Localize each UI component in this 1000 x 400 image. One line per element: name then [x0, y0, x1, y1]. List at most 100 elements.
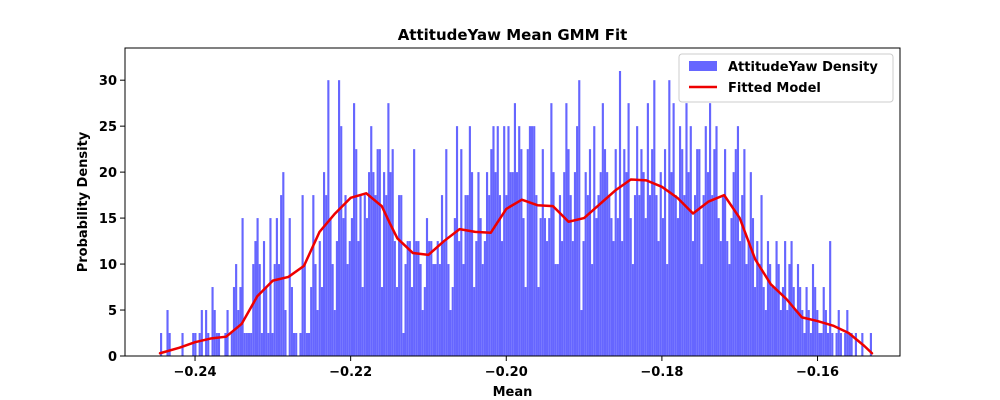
histogram-bar	[451, 287, 454, 356]
histogram-bar	[704, 126, 707, 357]
histogram-bar	[256, 218, 259, 356]
histogram-bar	[706, 172, 709, 356]
histogram-bar	[224, 333, 227, 356]
histogram-bar	[299, 333, 302, 356]
histogram-bar	[194, 333, 197, 356]
histogram-bar	[606, 172, 609, 356]
histogram-bar	[455, 126, 459, 357]
histogram-bar	[335, 241, 338, 356]
histogram-bar	[829, 241, 832, 356]
histogram-bar	[736, 126, 740, 357]
histogram-bar	[323, 172, 326, 356]
histogram-bar	[338, 80, 341, 357]
histogram-bar	[453, 218, 456, 356]
histogram-bar	[726, 241, 729, 356]
histogram-bar	[766, 241, 770, 356]
histogram-bar	[230, 333, 233, 356]
histogram-bar	[346, 264, 349, 356]
histogram-bar	[320, 287, 323, 356]
histogram-bar	[550, 103, 553, 356]
histogram-bar	[466, 195, 469, 356]
histogram-bars	[160, 70, 872, 357]
histogram-bar	[764, 310, 767, 356]
histogram-bar	[368, 172, 371, 356]
histogram-bar	[393, 241, 396, 356]
histogram-bar	[316, 310, 319, 356]
histogram-bar	[205, 310, 208, 356]
histogram-bar	[659, 172, 662, 356]
histogram-bar	[483, 241, 486, 356]
histogram-bar	[642, 172, 645, 356]
histogram-bar	[252, 264, 255, 356]
histogram-bar	[666, 264, 669, 356]
histogram-bar	[631, 264, 634, 356]
histogram-bar	[488, 195, 491, 356]
y-tick-label: 10	[99, 258, 117, 273]
histogram-bar	[168, 333, 171, 356]
histogram-bar	[376, 149, 379, 356]
histogram-bar	[651, 149, 654, 356]
fitted-model-line	[158, 178, 874, 355]
histogram-bar	[468, 126, 471, 357]
histogram-bar	[428, 241, 431, 356]
histogram-bar	[462, 264, 465, 356]
x-tick-label: −0.20	[485, 365, 528, 380]
x-axis-ticks: −0.24 −0.22 −0.20 −0.18 −0.16	[174, 356, 839, 380]
histogram-bar	[526, 149, 529, 356]
histogram-bar	[756, 241, 759, 356]
histogram-bar	[627, 103, 630, 356]
histogram-bar	[496, 126, 499, 357]
x-axis-label: Mean	[493, 385, 533, 400]
histogram-bar	[477, 172, 480, 356]
histogram-bar	[200, 310, 203, 356]
histogram-bar	[518, 126, 521, 357]
histogram-bar	[573, 172, 577, 356]
histogram-bar	[430, 241, 433, 356]
histogram-bar	[771, 287, 774, 356]
histogram-bar	[633, 195, 637, 356]
y-axis-label: Probability Density	[76, 131, 91, 272]
histogram-bar	[818, 333, 821, 356]
histogram-bar	[520, 149, 523, 356]
histogram-bar	[509, 172, 512, 356]
histogram-bar	[702, 195, 705, 356]
x-tick-label: −0.18	[640, 365, 683, 380]
y-tick-label: 20	[99, 166, 117, 181]
histogram-bar	[657, 241, 660, 356]
histogram-bar	[822, 287, 825, 356]
histogram-bar	[522, 218, 525, 356]
histogram-bar	[567, 149, 570, 356]
y-axis-ticks: 0 5 10 15 20 25 30	[99, 74, 125, 365]
histogram-bar	[318, 241, 321, 356]
histogram-bar	[284, 310, 287, 356]
histogram-bar	[355, 149, 358, 356]
histogram-bar	[826, 333, 830, 356]
histogram-bar	[831, 333, 834, 356]
histogram-bar	[226, 310, 229, 356]
histogram-bar	[693, 195, 697, 356]
histogram-bar	[824, 310, 827, 356]
histogram-bar	[503, 126, 506, 357]
histogram-bar	[166, 310, 169, 356]
y-tick-label: 30	[99, 74, 117, 89]
histogram-bar	[754, 287, 757, 356]
histogram-bar	[700, 264, 703, 356]
histogram-bar	[492, 126, 495, 357]
histogram-bar	[421, 310, 424, 356]
histogram-bar	[670, 172, 673, 356]
histogram-bar	[245, 333, 248, 356]
histogram-bar	[640, 149, 643, 356]
histogram-bar	[241, 218, 244, 356]
histogram-bar	[781, 287, 785, 356]
histogram-bar	[425, 218, 429, 356]
histogram-bar	[303, 264, 306, 356]
histogram-bar	[350, 218, 354, 356]
histogram-bar	[799, 287, 802, 356]
chart-title: AttitudeYaw Mean GMM Fit	[398, 26, 628, 44]
histogram-bar	[265, 287, 268, 356]
histogram-bar	[539, 218, 542, 356]
histogram-bar	[235, 264, 238, 356]
histogram-bar	[839, 333, 842, 356]
histogram-bar	[678, 126, 682, 357]
histogram-bar	[333, 310, 336, 356]
